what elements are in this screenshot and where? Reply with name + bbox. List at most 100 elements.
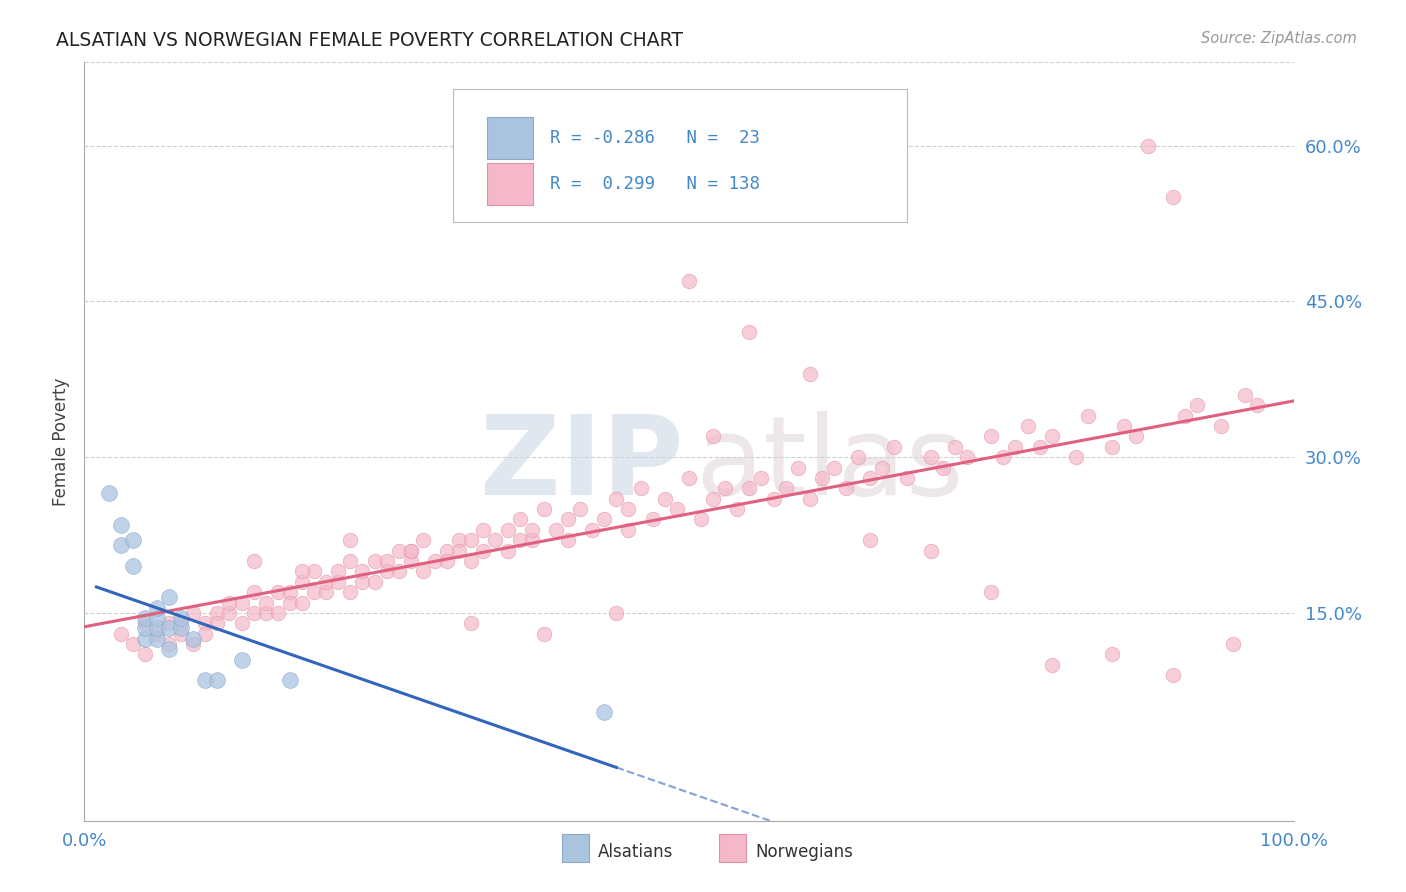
- Point: [751, 471, 773, 485]
- Point: [231, 595, 253, 609]
- Point: [484, 533, 506, 548]
- Point: [134, 611, 156, 625]
- Point: [339, 554, 361, 568]
- Point: [110, 626, 132, 640]
- Point: [170, 611, 193, 625]
- Bar: [486, 163, 533, 204]
- Point: [352, 574, 374, 589]
- Point: [1209, 419, 1232, 434]
- Point: [460, 616, 482, 631]
- Point: [1234, 388, 1257, 402]
- Point: [267, 606, 290, 620]
- Point: [146, 611, 169, 625]
- Point: [920, 543, 942, 558]
- Text: Source: ZipAtlas.com: Source: ZipAtlas.com: [1201, 31, 1357, 46]
- Point: [569, 502, 592, 516]
- Point: [557, 533, 579, 548]
- Point: [690, 512, 713, 526]
- Bar: [720, 833, 745, 863]
- Point: [581, 523, 603, 537]
- Point: [738, 326, 761, 340]
- Point: [97, 486, 120, 500]
- Point: [1077, 409, 1099, 423]
- Point: [194, 616, 217, 631]
- Point: [110, 538, 132, 552]
- Point: [170, 616, 193, 631]
- Point: [725, 502, 748, 516]
- Point: [267, 585, 290, 599]
- Point: [449, 533, 471, 548]
- Point: [375, 554, 398, 568]
- Point: [242, 554, 264, 568]
- Point: [181, 606, 204, 620]
- Point: [291, 565, 314, 579]
- Point: [423, 554, 446, 568]
- Point: [339, 533, 361, 548]
- Point: [1125, 429, 1147, 443]
- Point: [1174, 409, 1197, 423]
- Point: [170, 626, 193, 640]
- Text: ZIP: ZIP: [479, 411, 683, 517]
- Point: [254, 595, 277, 609]
- Point: [617, 523, 640, 537]
- Point: [544, 523, 567, 537]
- Point: [207, 606, 229, 620]
- Text: ALSATIAN VS NORWEGIAN FEMALE POVERTY CORRELATION CHART: ALSATIAN VS NORWEGIAN FEMALE POVERTY COR…: [56, 31, 683, 50]
- FancyBboxPatch shape: [453, 89, 907, 222]
- Point: [859, 533, 882, 548]
- Point: [1137, 138, 1160, 153]
- Text: Alsatians: Alsatians: [599, 844, 673, 862]
- Bar: [486, 118, 533, 159]
- Point: [170, 622, 193, 636]
- Point: [605, 606, 627, 620]
- Point: [605, 491, 627, 506]
- Point: [896, 471, 918, 485]
- Point: [678, 471, 700, 485]
- Point: [460, 533, 482, 548]
- Point: [157, 591, 180, 605]
- Point: [291, 595, 314, 609]
- Point: [388, 565, 411, 579]
- Point: [799, 367, 821, 381]
- Point: [1064, 450, 1087, 464]
- Point: [678, 274, 700, 288]
- Point: [1040, 429, 1063, 443]
- Point: [593, 705, 616, 719]
- Point: [1161, 668, 1184, 682]
- Point: [665, 502, 688, 516]
- Point: [231, 653, 253, 667]
- Y-axis label: Female Poverty: Female Poverty: [52, 377, 70, 506]
- Point: [399, 543, 422, 558]
- Point: [811, 471, 834, 485]
- Point: [920, 450, 942, 464]
- Point: [835, 481, 858, 495]
- Point: [654, 491, 676, 506]
- Point: [714, 481, 737, 495]
- Point: [1185, 398, 1208, 412]
- Point: [315, 574, 337, 589]
- Point: [775, 481, 797, 495]
- Point: [1101, 440, 1123, 454]
- Point: [110, 517, 132, 532]
- Point: [134, 622, 156, 636]
- Point: [520, 523, 543, 537]
- Point: [157, 637, 180, 651]
- Point: [412, 533, 434, 548]
- Point: [859, 471, 882, 485]
- Point: [302, 585, 325, 599]
- Point: [786, 460, 808, 475]
- Point: [157, 622, 180, 636]
- Point: [157, 642, 180, 657]
- Text: R =  0.299   N = 138: R = 0.299 N = 138: [550, 175, 759, 193]
- Point: [1017, 419, 1039, 434]
- Point: [399, 543, 422, 558]
- Point: [509, 533, 531, 548]
- Point: [218, 595, 240, 609]
- Point: [617, 502, 640, 516]
- Point: [339, 585, 361, 599]
- Point: [641, 512, 664, 526]
- Point: [799, 491, 821, 506]
- Point: [846, 450, 869, 464]
- Point: [412, 565, 434, 579]
- Point: [291, 574, 314, 589]
